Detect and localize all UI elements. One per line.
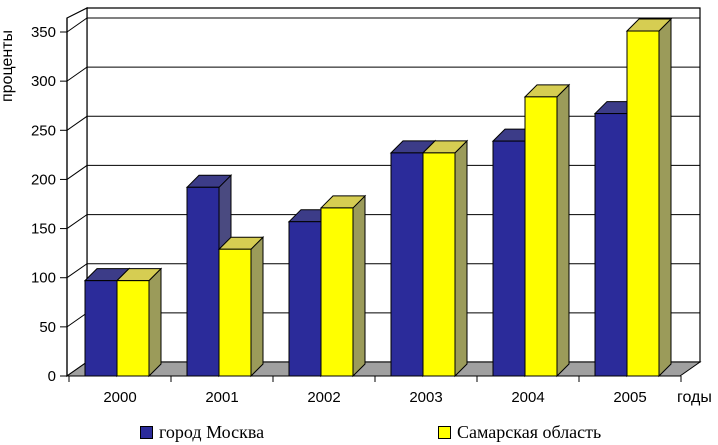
x-tick-label-2004: 2004 [511,389,544,406]
bar-side-2000-s2 [148,267,162,378]
bar-side-2004-s2 [556,83,570,378]
bar-front-2004-s2 [524,96,558,377]
gridline-300 [66,66,700,82]
bar-2000-s2 [115,267,163,378]
bar-2002-s2 [319,194,367,378]
bar-2005-s2 [625,17,673,378]
bar-front-2003-s1 [390,152,424,377]
y-tick-label-100: 100 [31,270,56,287]
legend-item-samara: Самарская область [438,422,601,443]
gridline-350 [66,17,700,33]
x-tick-label-2000: 2000 [103,389,136,406]
bar-front-2002-s1 [288,221,322,377]
bars [83,17,673,378]
bar-front-2005-s2 [626,30,660,377]
y-tick-label-250: 250 [31,122,56,139]
bar-front-2001-s2 [218,248,252,377]
bar-side-2005-s2 [658,17,672,378]
bar-front-2000-s2 [116,280,150,377]
gridline-250 [66,115,700,131]
legend-label-moscow: город Москва [159,422,265,442]
x-tick-label-2005: 2005 [613,389,646,406]
bar-side-2002-s2 [352,194,366,378]
y-tick-label-150: 150 [31,221,56,238]
bar-front-2005-s1 [594,113,628,377]
bar-front-2004-s1 [492,140,526,377]
bar-2003-s2 [421,139,469,378]
y-tick-label-350: 350 [31,24,56,41]
legend-label-samara: Самарская область [457,422,602,442]
bar-2001-s2 [217,236,265,378]
y-tick-label-200: 200 [31,171,56,188]
legend: город Москва Самарская область [0,422,718,444]
bar-front-2001-s1 [186,186,220,377]
x-tick-label-2003: 2003 [409,389,442,406]
y-axis-title: проценты [0,30,16,102]
x-axis-title: годы [677,389,712,406]
y-axis-ticks: 0 50 100 150 200 250 300 350 [31,24,67,385]
x-tick-label-2002: 2002 [307,389,340,406]
x-axis-ticks: 2000 2001 2002 2003 2004 2005 [68,376,682,406]
legend-swatch-samara [438,426,451,439]
bar-front-2000-s1 [84,280,118,377]
bar-front-2002-s2 [320,207,354,377]
x-tick-label-2001: 2001 [205,389,238,406]
y-tick-label-50: 50 [39,319,56,336]
bar-front-2003-s2 [422,152,456,377]
bar-2004-s2 [523,83,571,378]
bar-side-2001-s2 [250,236,264,378]
side-wall [66,7,88,378]
legend-item-moscow: город Москва [140,422,264,443]
y-tick-label-0: 0 [48,368,56,385]
bar-side-2003-s2 [454,139,468,378]
y-tick-label-300: 300 [31,73,56,90]
legend-swatch-moscow [140,426,153,439]
